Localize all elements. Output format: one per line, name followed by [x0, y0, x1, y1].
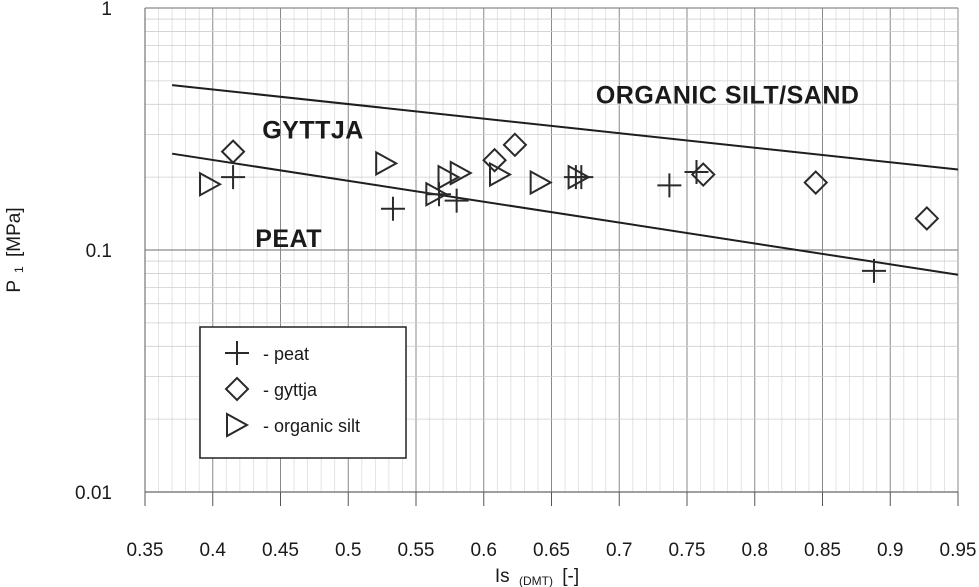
boundary-lines	[171, 84, 959, 276]
y-axis-unit: [MPa]	[4, 207, 25, 257]
x-tick-label: 0.55	[398, 540, 435, 561]
plus-icon	[225, 341, 249, 365]
legend: - peat - gyttja - organic silt	[199, 326, 407, 459]
organic-silt-marker	[489, 161, 513, 188]
x-axis-label: Is	[495, 566, 510, 587]
x-axis-unit: [-]	[562, 566, 579, 587]
x-tick-label: 0.6	[471, 540, 497, 561]
gyttja-marker	[502, 132, 528, 158]
x-tick-label: 0.85	[804, 540, 841, 561]
peat-marker	[861, 258, 886, 283]
peat-marker	[444, 188, 469, 213]
y-axis-subscript: 1	[12, 266, 26, 273]
data-points	[199, 132, 940, 283]
organic-silt-marker	[449, 160, 473, 186]
y-tick-label: 0.1	[86, 241, 112, 262]
x-tick-label: 0.35	[127, 540, 164, 561]
triangle-right-icon	[226, 412, 250, 438]
svg-text:Is (DMT) [-]: Is (DMT) [-]	[495, 566, 579, 587]
x-tick-label: 0.95	[940, 540, 977, 561]
x-tick-label: 0.4	[200, 540, 227, 561]
gyttja-marker	[914, 206, 940, 231]
gyttja-marker	[803, 170, 829, 195]
x-axis-title: Is (DMT) [-]	[495, 566, 579, 587]
organic-silt-marker	[375, 150, 399, 177]
svg-text:P 1 [MPa]: P 1 [MPa]	[4, 207, 28, 292]
region-labels: ORGANIC SILT/SAND GYTTJA PEAT	[255, 81, 859, 253]
organic-silt-marker	[425, 181, 449, 207]
x-tick-label: 0.8	[742, 540, 768, 561]
region-label: ORGANIC SILT/SAND	[596, 81, 860, 109]
tick-labels: 0.35 0.4 0.45 0.5 0.55 0.6 0.65 0.7 0.75 0.8 0.85 0…	[75, 0, 976, 561]
boundary-line	[171, 152, 959, 276]
organic-silt-marker	[199, 171, 223, 197]
x-tick-label: 0.75	[669, 540, 706, 561]
region-label: PEAT	[255, 225, 322, 253]
x-tick-label: 0.45	[262, 540, 299, 561]
peat-marker	[684, 160, 709, 185]
peat-marker	[657, 173, 682, 198]
boundary-line	[171, 84, 959, 171]
y-tick-label: 0.01	[75, 483, 112, 504]
gyttja-marker	[690, 162, 716, 187]
x-tick-label: 0.9	[877, 540, 903, 561]
organic-silt-marker	[437, 164, 461, 190]
y-axis-title: P 1 [MPa]	[4, 207, 28, 292]
gyttja-marker	[220, 139, 246, 165]
legend-label: - gyttja	[263, 380, 318, 400]
x-axis-subscript: (DMT)	[519, 574, 553, 587]
gyttja-marker	[482, 147, 508, 173]
peat-marker	[221, 165, 246, 190]
diamond-icon	[224, 376, 250, 402]
y-tick-label: 1	[101, 0, 112, 20]
region-label: GYTTJA	[262, 116, 364, 144]
peat-marker	[380, 196, 405, 221]
legend-label: - peat	[263, 344, 309, 364]
organic-silt-marker	[567, 164, 591, 190]
x-tick-label: 0.5	[335, 540, 361, 561]
organic-silt-marker	[529, 169, 553, 196]
y-axis-label: P	[4, 280, 25, 292]
legend-label: - organic silt	[263, 416, 360, 436]
legend-box	[199, 326, 407, 459]
x-tick-label: 0.65	[533, 540, 570, 561]
x-tick-label: 0.7	[606, 540, 632, 561]
